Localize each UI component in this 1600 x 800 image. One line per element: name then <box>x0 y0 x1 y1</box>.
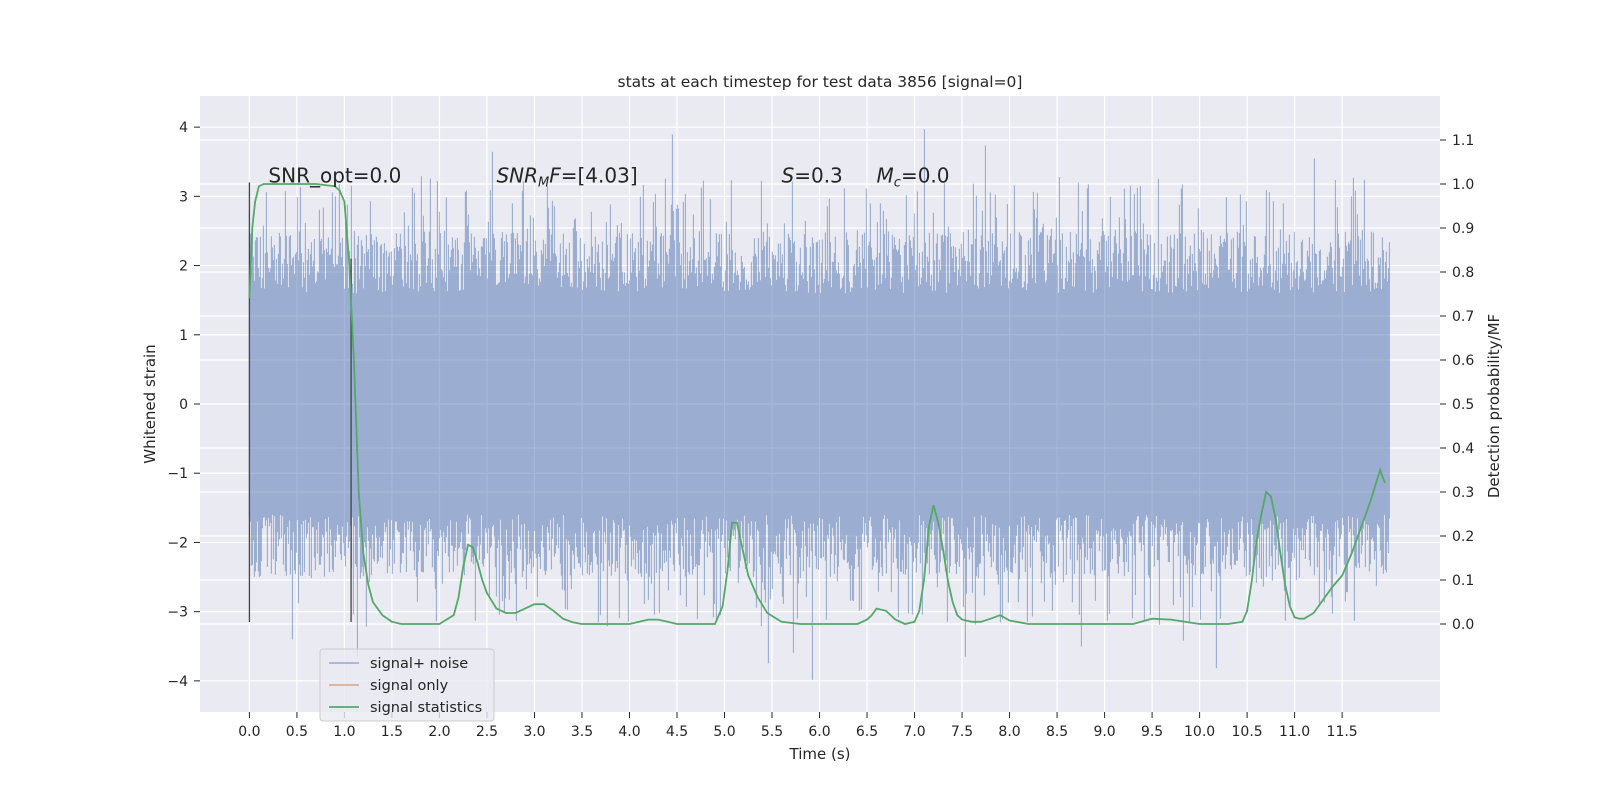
y-right-tick-label-6: 0.6 <box>1452 353 1474 369</box>
y-right-axis-label: Detection probability/MF <box>1485 314 1503 498</box>
series-signal-statistics <box>248 183 1386 625</box>
legend-label-signal-plus-noise: signal+ noise <box>370 656 468 672</box>
x-tick-label-9: 4.5 <box>666 724 688 740</box>
x-tick-label-1: 0.5 <box>286 724 308 740</box>
x-tick-label-2: 1.0 <box>333 724 355 740</box>
y-left-tick-label-4: 0 <box>179 397 188 413</box>
x-tick-label-12: 6.0 <box>808 724 830 740</box>
y-right-tick-label-8: 0.8 <box>1452 265 1474 281</box>
y-right-axis-ticks: 0.0 0.1 0.2 0.3 0.4 0.5 0.6 0.7 0.8 0.9 1.0 1.1 <box>1440 133 1474 633</box>
x-tick-label-13: 6.5 <box>856 724 878 740</box>
x-tick-label-23: 11.5 <box>1327 724 1358 740</box>
y-right-tick-label-4: 0.4 <box>1452 441 1474 457</box>
legend-label-signal-only: signal only <box>370 678 449 694</box>
y-right-tick-label-1: 0.1 <box>1452 573 1474 589</box>
x-tick-label-16: 8.0 <box>998 724 1020 740</box>
y-left-tick-label-1: −3 <box>167 605 188 621</box>
annotation-s: S=0.3 <box>782 164 843 188</box>
y-left-axis-ticks: −4 −3 −2 −1 0 1 2 3 4 <box>167 120 200 690</box>
x-tick-label-6: 3.0 <box>523 724 545 740</box>
y-right-tick-label-3: 0.3 <box>1452 485 1474 501</box>
y-left-tick-label-0: −4 <box>167 674 188 690</box>
legend-label-signal-statistics: signal statistics <box>370 700 482 716</box>
annotation-snr-mf: SNRMF=[4.03] <box>496 164 637 191</box>
y-left-tick-label-6: 2 <box>179 259 188 275</box>
x-axis-label: Time (s) <box>789 745 851 763</box>
legend: signal+ noise signal only signal statist… <box>319 648 495 722</box>
x-tick-label-7: 3.5 <box>571 724 593 740</box>
y-right-tick-label-11: 1.1 <box>1452 133 1474 149</box>
x-tick-label-21: 10.5 <box>1232 724 1263 740</box>
y-left-tick-label-7: 3 <box>179 189 188 205</box>
y-right-tick-label-0: 0.0 <box>1452 617 1474 633</box>
x-tick-label-8: 4.0 <box>618 724 640 740</box>
y-left-tick-label-5: 1 <box>179 328 188 344</box>
annotation-mc: Mc=0.0 <box>877 164 950 191</box>
y-left-tick-label-2: −2 <box>167 535 188 551</box>
x-tick-label-3: 1.5 <box>381 724 403 740</box>
x-tick-label-17: 8.5 <box>1046 724 1068 740</box>
y-left-tick-label-3: −1 <box>167 466 188 482</box>
x-tick-label-4: 2.0 <box>428 724 450 740</box>
legend-box <box>319 648 495 722</box>
chart-title: stats at each timestep for test data 385… <box>618 73 1023 91</box>
x-tick-label-22: 11.0 <box>1279 724 1310 740</box>
x-tick-label-15: 7.5 <box>951 724 973 740</box>
y-left-tick-label-8: 4 <box>179 120 188 136</box>
y-right-tick-label-9: 0.9 <box>1452 221 1474 237</box>
x-tick-label-14: 7.0 <box>903 724 925 740</box>
x-tick-label-0: 0.0 <box>238 724 260 740</box>
x-tick-label-5: 2.5 <box>476 724 498 740</box>
y-right-tick-label-5: 0.5 <box>1452 397 1474 413</box>
y-left-axis-label: Whitened strain <box>141 344 159 463</box>
x-tick-label-20: 10.0 <box>1184 724 1215 740</box>
annotation-snr-opt: SNR_opt=0.0 <box>268 164 401 188</box>
x-tick-label-11: 5.5 <box>761 724 783 740</box>
x-tick-label-19: 9.5 <box>1141 724 1163 740</box>
x-tick-label-18: 9.0 <box>1093 724 1115 740</box>
annotations: SNR_opt=0.0 SNRMF=[4.03] S=0.3 Mc=0.0 <box>268 164 949 191</box>
y-right-tick-label-2: 0.2 <box>1452 529 1474 545</box>
y-right-tick-label-7: 0.7 <box>1452 309 1474 325</box>
x-axis-ticks: 0.0 0.5 1.0 1.5 2.0 2.5 3.0 3.5 4.0 4.5 5.0 5.5 6.0 6… <box>238 712 1358 740</box>
y-right-tick-label-10: 1.0 <box>1452 177 1474 193</box>
x-tick-label-10: 5.0 <box>713 724 735 740</box>
